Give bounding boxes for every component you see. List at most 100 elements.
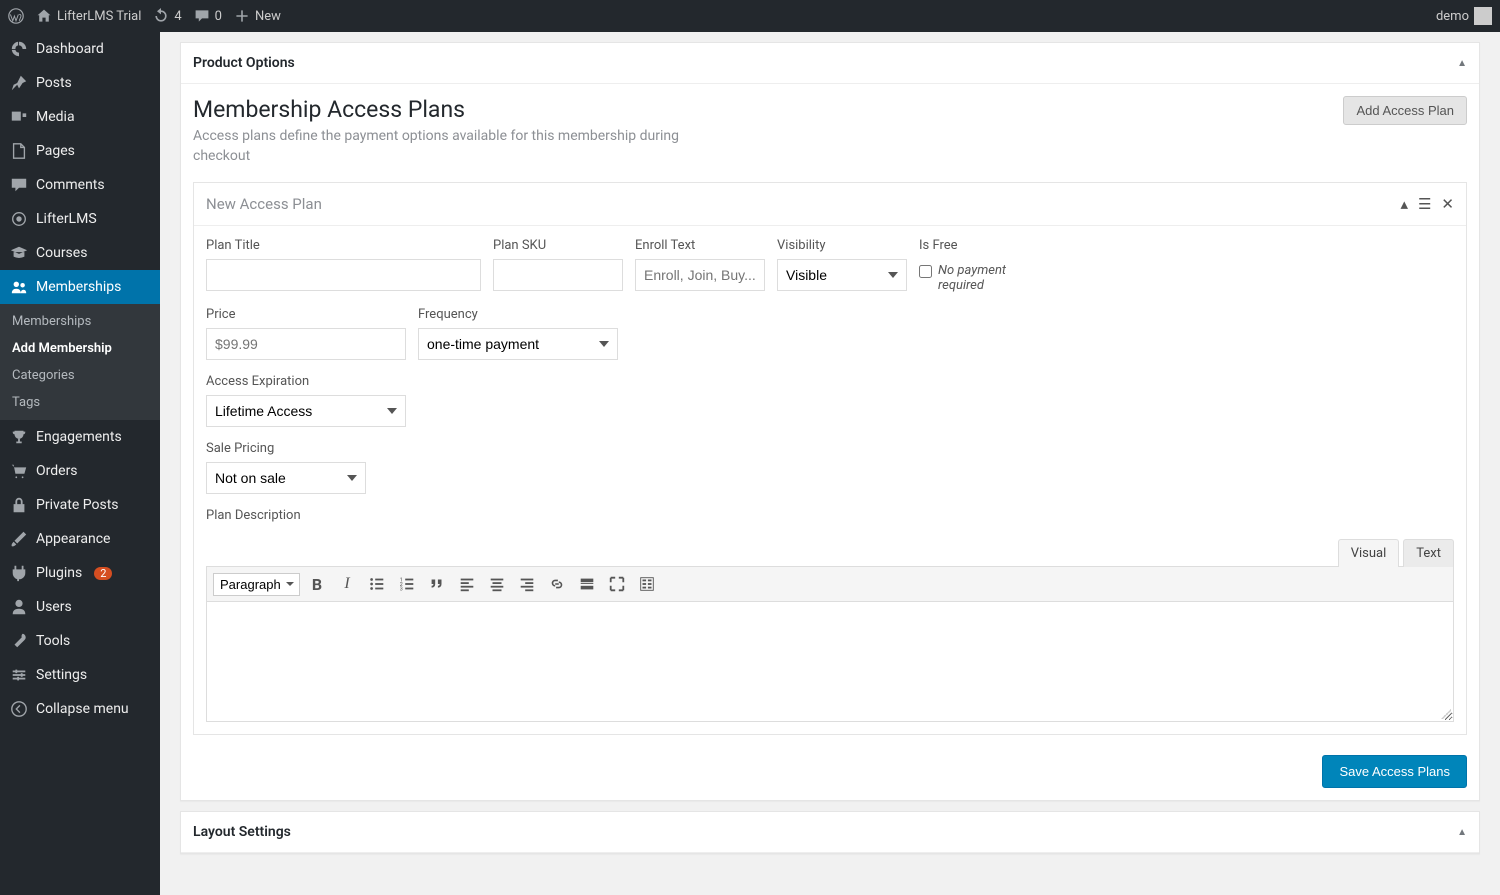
italic-icon[interactable]: I [334, 571, 360, 597]
input-plan-sku[interactable] [493, 259, 623, 291]
new-link[interactable]: New [234, 8, 281, 24]
align-right-icon[interactable] [514, 571, 540, 597]
submenu-categories[interactable]: Categories [0, 362, 160, 389]
plug-icon [10, 564, 28, 582]
svg-text:3: 3 [400, 586, 403, 592]
label-plan-description: Plan Description [206, 508, 1454, 523]
numbered-list-icon[interactable]: 123 [394, 571, 420, 597]
align-center-icon[interactable] [484, 571, 510, 597]
plan-delete-icon[interactable]: ✕ [1441, 195, 1454, 213]
menu-settings[interactable]: Settings [0, 658, 160, 692]
layout-collapse-icon[interactable]: ▲ [1457, 827, 1467, 838]
checkbox-is-free[interactable] [919, 265, 932, 278]
lifterlms-icon [10, 210, 28, 228]
collapse-icon [10, 700, 28, 718]
menu-private-posts[interactable]: Private Posts [0, 488, 160, 522]
updates-link[interactable]: 4 [153, 8, 181, 24]
menu-users[interactable]: Users [0, 590, 160, 624]
comments-link[interactable]: 0 [194, 8, 222, 24]
input-plan-title[interactable] [206, 259, 481, 291]
brush-icon [10, 530, 28, 548]
select-access-expiration[interactable]: Lifetime Access [206, 395, 406, 427]
editor-format-select[interactable]: Paragraph [213, 573, 300, 596]
toolbar-toggle-icon[interactable] [634, 571, 660, 597]
plan-header-title: New Access Plan [206, 195, 322, 213]
section-subheading: Access plans define the payment options … [193, 127, 733, 166]
label-plan-title: Plan Title [206, 238, 481, 253]
metabox-title: Product Options [193, 55, 295, 71]
media-icon [10, 108, 28, 126]
label-plan-sku: Plan SKU [493, 238, 623, 253]
site-name: LifterLMS Trial [57, 9, 141, 24]
select-sale-pricing[interactable]: Not on sale [206, 462, 366, 494]
plan-drag-icon[interactable]: ☰ [1418, 195, 1431, 213]
collapse-caret-icon[interactable]: ▲ [1457, 58, 1467, 69]
submenu-memberships-list[interactable]: Memberships [0, 308, 160, 335]
submenu-tags[interactable]: Tags [0, 389, 160, 416]
submenu-memberships: Memberships Add Membership Categories Ta… [0, 304, 160, 420]
menu-memberships[interactable]: Memberships [0, 270, 160, 304]
new-label: New [255, 9, 281, 24]
user-name: demo [1436, 9, 1469, 24]
align-left-icon[interactable] [454, 571, 480, 597]
plan-collapse-icon[interactable]: ▴ [1400, 195, 1408, 213]
save-access-plans-button[interactable]: Save Access Plans [1322, 755, 1467, 788]
comments-count: 0 [215, 9, 222, 24]
editor-tab-text[interactable]: Text [1403, 539, 1454, 567]
input-price[interactable] [206, 328, 406, 360]
user-menu[interactable]: demo [1436, 7, 1492, 25]
menu-pages[interactable]: Pages [0, 134, 160, 168]
admin-bar: LifterLMS Trial 4 0 New demo [0, 0, 1500, 32]
wrench-icon [10, 632, 28, 650]
menu-media[interactable]: Media [0, 100, 160, 134]
cap-icon [10, 244, 28, 262]
updates-count: 4 [174, 9, 181, 24]
menu-dashboard[interactable]: Dashboard [0, 32, 160, 66]
product-options-metabox: Product Options ▲ Membership Access Plan… [180, 42, 1480, 801]
label-visibility: Visibility [777, 238, 907, 253]
label-sale-pricing: Sale Pricing [206, 441, 366, 456]
fullscreen-icon[interactable] [604, 571, 630, 597]
menu-tools[interactable]: Tools [0, 624, 160, 658]
group-icon [10, 278, 28, 296]
add-access-plan-button[interactable]: Add Access Plan [1343, 96, 1467, 125]
pin-icon [10, 74, 28, 92]
label-access-expiration: Access Expiration [206, 374, 406, 389]
blockquote-icon[interactable] [424, 571, 450, 597]
layout-metabox-header[interactable]: Layout Settings ▲ [181, 812, 1479, 853]
access-plan-box: New Access Plan ▴ ☰ ✕ Plan Title [193, 182, 1467, 735]
menu-plugins[interactable]: Plugins2 [0, 556, 160, 590]
link-icon[interactable] [544, 571, 570, 597]
label-is-free: Is Free [919, 238, 1039, 253]
is-free-desc: No payment required [938, 263, 1039, 293]
menu-orders[interactable]: Orders [0, 454, 160, 488]
lock-icon [10, 496, 28, 514]
menu-lifterlms[interactable]: LifterLMS [0, 202, 160, 236]
user-icon [10, 598, 28, 616]
label-enroll-text: Enroll Text [635, 238, 765, 253]
page-icon [10, 142, 28, 160]
menu-appearance[interactable]: Appearance [0, 522, 160, 556]
select-visibility[interactable]: Visible [777, 259, 907, 291]
select-frequency[interactable]: one-time payment [418, 328, 618, 360]
metabox-header[interactable]: Product Options ▲ [181, 43, 1479, 84]
submenu-add-membership[interactable]: Add Membership [0, 335, 160, 362]
menu-engagements[interactable]: Engagements [0, 420, 160, 454]
menu-comments[interactable]: Comments [0, 168, 160, 202]
bold-icon[interactable]: B [304, 571, 330, 597]
site-name-link[interactable]: LifterLMS Trial [36, 8, 141, 24]
insert-read-more-icon[interactable] [574, 571, 600, 597]
editor-textarea[interactable] [206, 602, 1454, 722]
layout-settings-metabox: Layout Settings ▲ [180, 811, 1480, 854]
editor-tab-visual[interactable]: Visual [1338, 539, 1400, 567]
settings-icon [10, 666, 28, 684]
comment-icon [10, 176, 28, 194]
content-area: Product Options ▲ Membership Access Plan… [160, 32, 1500, 895]
collapse-menu[interactable]: Collapse menu [0, 692, 160, 726]
label-frequency: Frequency [418, 307, 618, 322]
input-enroll-text[interactable] [635, 259, 765, 291]
bullet-list-icon[interactable] [364, 571, 390, 597]
wp-logo[interactable] [8, 8, 24, 24]
menu-posts[interactable]: Posts [0, 66, 160, 100]
menu-courses[interactable]: Courses [0, 236, 160, 270]
